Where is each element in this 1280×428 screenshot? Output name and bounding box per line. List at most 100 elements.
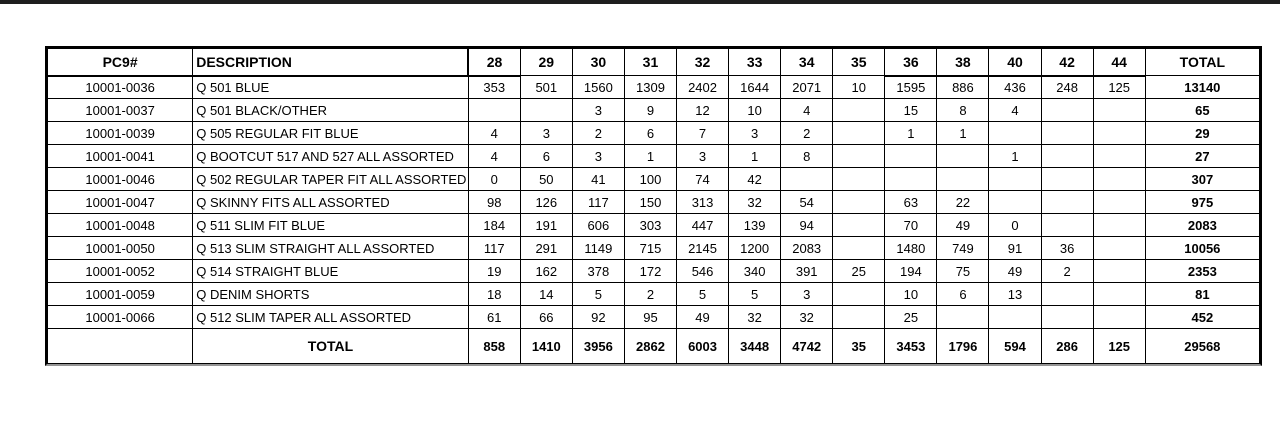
size-qty-cell: 70	[884, 213, 938, 237]
size-qty-cell: 1309	[623, 75, 678, 99]
size-qty-cell	[1040, 98, 1094, 122]
row-total-cell: 65	[1144, 98, 1261, 122]
row-total-cell: 13140	[1144, 75, 1261, 99]
column-total-cell: 858	[467, 328, 521, 364]
size-qty-cell: 94	[780, 213, 834, 237]
size-qty-cell	[1092, 98, 1146, 122]
column-total-cell: 1796	[936, 328, 990, 364]
size-qty-cell: 1560	[571, 75, 625, 99]
row-total-cell: 10056	[1144, 236, 1261, 260]
size-qty-cell: 2	[1040, 259, 1094, 283]
pc9-cell: 10001-0039	[46, 121, 194, 145]
size-qty-cell: 378	[571, 259, 625, 283]
size-qty-cell	[1092, 236, 1146, 260]
size-qty-cell: 4	[780, 98, 834, 122]
size-qty-cell: 15	[884, 98, 938, 122]
size-qty-cell	[884, 144, 938, 168]
pc9-cell: 10001-0059	[46, 282, 194, 306]
col-header-42: 42	[1040, 48, 1094, 77]
size-qty-cell: 1595	[884, 75, 938, 99]
size-qty-cell: 32	[728, 305, 782, 329]
size-qty-cell: 1	[623, 144, 678, 168]
table-row: 10001-0050 Q 513 SLIM STRAIGHT ALL ASSORT…	[46, 236, 1261, 260]
description-cell: Q 514 STRAIGHT BLUE	[192, 259, 469, 283]
pc9-cell: 10001-0047	[46, 190, 194, 214]
size-qty-cell: 447	[675, 213, 730, 237]
size-qty-cell: 1	[988, 144, 1042, 168]
size-qty-cell: 194	[884, 259, 938, 283]
top-edge-bar	[0, 0, 1280, 4]
size-qty-cell: 10	[832, 75, 886, 99]
size-qty-cell	[988, 121, 1042, 145]
size-qty-cell	[1040, 190, 1094, 214]
column-total-cell: 35	[832, 328, 886, 364]
size-qty-cell	[467, 98, 521, 122]
size-qty-cell: 54	[780, 190, 834, 214]
pc9-cell: 10001-0037	[46, 98, 194, 122]
size-qty-cell: 12	[675, 98, 730, 122]
size-qty-cell	[1040, 121, 1094, 145]
size-qty-cell	[1040, 305, 1094, 329]
size-qty-cell: 10	[728, 98, 782, 122]
size-qty-cell	[1092, 305, 1146, 329]
column-total-cell: 6003	[675, 328, 730, 364]
size-qty-cell: 3	[519, 121, 573, 145]
size-qty-cell: 303	[623, 213, 678, 237]
size-qty-cell: 313	[675, 190, 730, 214]
column-total-cell: 3956	[571, 328, 625, 364]
size-qty-cell: 41	[571, 167, 625, 191]
col-header-29: 29	[519, 48, 573, 76]
row-total-cell: 2353	[1144, 259, 1261, 283]
size-qty-cell: 1480	[884, 236, 938, 260]
size-qty-cell: 100	[623, 167, 678, 191]
size-qty-cell: 5	[571, 282, 625, 306]
description-cell: Q 511 SLIM FIT BLUE	[192, 213, 469, 237]
size-qty-cell	[780, 167, 834, 191]
size-qty-cell: 150	[623, 190, 678, 214]
size-qty-cell: 0	[467, 167, 521, 191]
size-qty-cell: 2402	[675, 75, 730, 99]
size-qty-cell: 3	[675, 144, 730, 168]
size-qty-cell: 4	[467, 121, 521, 145]
col-header-total: TOTAL	[1144, 48, 1261, 76]
col-header-44: 44	[1092, 48, 1146, 77]
size-qty-cell: 3	[571, 144, 625, 168]
size-qty-cell: 32	[780, 305, 834, 329]
size-qty-cell: 715	[623, 236, 678, 260]
size-qty-cell	[832, 98, 886, 122]
size-qty-cell	[988, 190, 1042, 214]
size-qty-cell: 91	[988, 236, 1042, 260]
size-qty-cell: 606	[571, 213, 625, 237]
size-qty-cell: 49	[936, 213, 990, 237]
size-qty-cell: 436	[988, 75, 1042, 99]
size-qty-cell	[1092, 259, 1146, 283]
size-qty-cell: 172	[623, 259, 678, 283]
description-cell: Q SKINNY FITS ALL ASSORTED	[192, 190, 469, 214]
column-total-cell: 125	[1092, 328, 1146, 364]
size-qty-cell: 886	[936, 75, 990, 99]
col-header-28: 28	[467, 48, 521, 77]
table-row: 10001-0037 Q 501 BLACK/OTHER 3 9 12 10 4 15 8 4 65	[46, 98, 1261, 122]
inventory-table: PC9# DESCRIPTION 28 29 30 31 32 33 34 35 36 38 40 42 4…	[46, 48, 1261, 364]
size-qty-cell: 126	[519, 190, 573, 214]
size-qty-cell: 6	[623, 121, 678, 145]
size-qty-cell: 248	[1040, 75, 1094, 99]
size-qty-cell: 14	[519, 282, 573, 306]
total-row-empty-cell	[46, 328, 194, 364]
size-qty-cell: 13	[988, 282, 1042, 306]
size-qty-cell: 74	[675, 167, 730, 191]
size-qty-cell: 25	[832, 259, 886, 283]
col-header-33: 33	[728, 48, 782, 76]
pc9-cell: 10001-0052	[46, 259, 194, 283]
size-qty-cell: 5	[675, 282, 730, 306]
size-qty-cell	[1040, 213, 1094, 237]
table-row: 10001-0048 Q 511 SLIM FIT BLUE 184 191 606 30…	[46, 213, 1261, 237]
size-qty-cell	[1040, 167, 1094, 191]
size-qty-cell: 49	[675, 305, 730, 329]
size-qty-cell: 22	[936, 190, 990, 214]
size-qty-cell	[832, 282, 886, 306]
size-qty-cell: 1	[884, 121, 938, 145]
size-qty-cell	[832, 121, 886, 145]
size-qty-cell: 191	[519, 213, 573, 237]
